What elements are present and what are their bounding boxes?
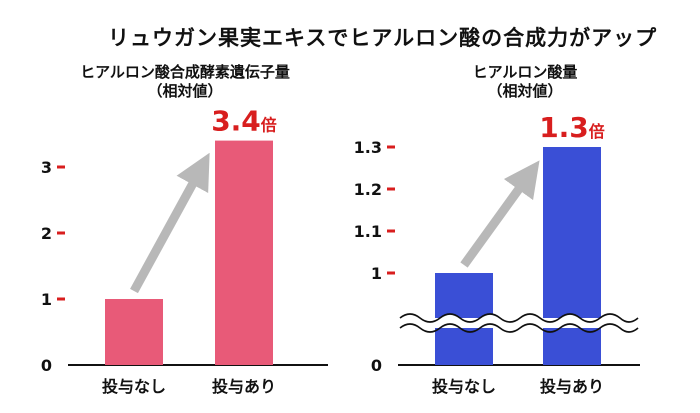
right-axis-break-line-lower — [399, 323, 639, 333]
right-y-tick-label: 1.1 — [354, 222, 382, 241]
right-axis-break-fill — [400, 318, 638, 328]
left-chart-title-line1: ヒアルロン酸合成酵素遺伝子量 — [80, 63, 290, 81]
right-y-tick-label: 1 — [371, 264, 382, 283]
left-chart-title: ヒアルロン酸合成酵素遺伝子量 （相対値） — [20, 63, 350, 101]
right-y-tick-mark — [387, 187, 395, 191]
right-chart-title: ヒアルロン酸量 （相対値） — [375, 63, 675, 101]
right-increase-arrow — [460, 160, 540, 268]
right-y-tick-mark — [387, 229, 395, 233]
right-category-label: 投与あり — [540, 377, 604, 396]
left-multiplier: 3.4倍 — [211, 105, 277, 138]
left-category-label: 投与なし — [102, 377, 166, 396]
right-y-tick-mark — [387, 145, 395, 149]
left-chart: 0 1 2 3 投与なし 投与あり 3.4倍 — [41, 105, 328, 396]
left-y-tick-label: 1 — [41, 290, 52, 309]
right-bar-treated — [543, 147, 601, 365]
right-y-tick-label: 1.2 — [354, 180, 382, 199]
right-category-label: 投与なし — [432, 377, 496, 396]
right-multiplier: 1.3倍 — [539, 111, 605, 144]
left-increase-arrow — [130, 152, 210, 294]
left-y-tick-mark — [57, 231, 65, 235]
right-y-tick-mark — [387, 271, 395, 275]
main-title: リュウガン果実エキスでヒアルロン酸の合成力がアップ — [108, 26, 658, 50]
right-chart-title-line1: ヒアルロン酸量 — [472, 63, 578, 81]
right-axis-break-line-upper — [399, 313, 639, 323]
left-chart-title-line2: （相対値） — [147, 82, 223, 100]
left-bar-treated — [215, 140, 273, 365]
left-y-tick-mark — [57, 297, 65, 301]
left-y-tick-label: 0 — [41, 356, 52, 375]
right-chart-title-line2: （相対値） — [487, 82, 563, 100]
right-y-tick-label: 0 — [371, 356, 382, 375]
right-chart: 0 1 1.1 1.2 1.3 投与なし 投与あり 1.3倍 — [354, 111, 640, 396]
left-y-tick-label: 3 — [41, 158, 52, 177]
left-y-tick-label: 2 — [41, 224, 52, 243]
left-y-tick-mark — [57, 165, 65, 169]
left-category-label: 投与あり — [212, 377, 276, 396]
right-y-tick-label: 1.3 — [354, 138, 382, 157]
left-bar-control — [105, 299, 163, 365]
